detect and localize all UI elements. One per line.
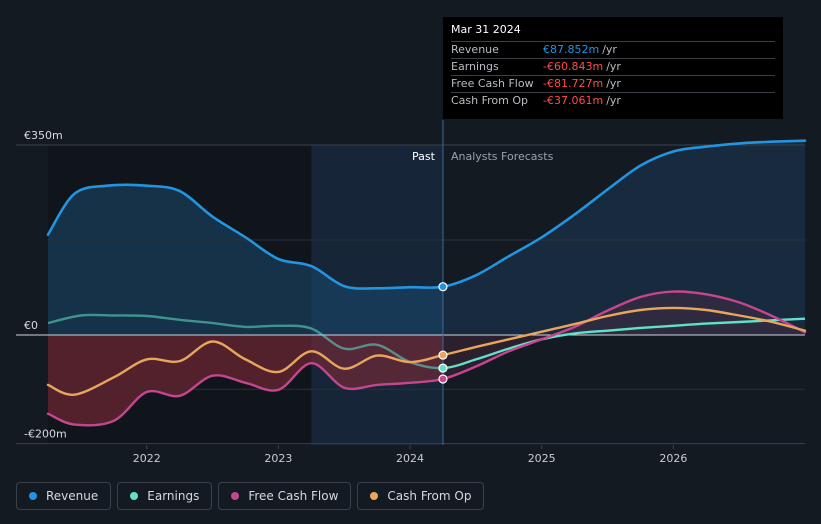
tooltip-unit: /yr	[606, 77, 621, 90]
earnings-line-past	[47, 313, 443, 370]
x-tick-label: 2024	[396, 452, 424, 465]
x-tick-label: 2023	[264, 452, 292, 465]
y-tick-label: €0	[24, 319, 38, 332]
cash-from-op-line	[46, 306, 807, 396]
x-tick-label: 2022	[133, 452, 161, 465]
tooltip-row-revenue: Revenue €87.852m /yr	[451, 41, 775, 58]
earnings-line-forecast	[442, 317, 806, 370]
y-tick-label: -€200m	[24, 428, 67, 441]
legend-label: Cash From Op	[387, 489, 472, 503]
chart-areas	[48, 140, 805, 426]
legend-dot-icon	[130, 492, 139, 500]
legend-dot-icon	[29, 492, 37, 500]
legend-label: Revenue	[46, 489, 99, 503]
tooltip: Mar 31 2024 Revenue €87.852m /yr Earning…	[443, 17, 783, 119]
legend-label: Free Cash Flow	[248, 489, 339, 503]
legend-item-cash-from-op[interactable]: Cash From Op	[357, 482, 485, 510]
revenue-area-forecast	[442, 140, 805, 335]
forecast-label: Analysts Forecasts	[451, 150, 554, 163]
chart-markers	[438, 282, 448, 384]
revenue-marker	[438, 282, 448, 292]
chart-grid	[16, 120, 805, 445]
tooltip-value: -€37.061m	[543, 94, 604, 107]
tooltip-unit: /yr	[606, 94, 621, 107]
tooltip-label: Free Cash Flow	[451, 77, 534, 90]
x-tick-label: 2025	[528, 452, 556, 465]
tooltip-label: Revenue	[451, 43, 499, 56]
tooltip-row-cash-from-op: Cash From Op -€37.061m /yr	[451, 92, 775, 109]
chart-lines	[46, 139, 807, 427]
tooltip-date: Mar 31 2024	[451, 23, 521, 36]
legend-item-revenue[interactable]: Revenue	[16, 482, 112, 510]
legend-dot-icon	[370, 492, 379, 500]
tooltip-unit: /yr	[602, 43, 617, 56]
chart: €350m €0 -€200m 2022 2023 2024 2025 2026 Past Ana…	[16, 120, 807, 465]
legend-item-earnings[interactable]: Earnings	[117, 482, 213, 510]
free-cash-flow-marker	[438, 374, 448, 384]
x-tick-label: 2026	[659, 452, 687, 465]
legend: Revenue Earnings Free Cash Flow Cash Fro…	[16, 482, 485, 510]
free-cash-flow-area-forecast	[442, 291, 805, 380]
legend-dot-icon	[231, 492, 240, 500]
tooltip-value: €87.852m	[543, 43, 600, 56]
tooltip-row-earnings: Earnings -€60.843m /yr	[451, 58, 775, 75]
cash-from-op-marker	[438, 350, 448, 360]
free-cash-flow-area-past	[48, 335, 443, 426]
tooltip-value: -€60.843m	[543, 60, 604, 73]
legend-item-free-cash-flow[interactable]: Free Cash Flow	[218, 482, 352, 510]
revenue-line	[46, 139, 807, 290]
tooltip-row-free-cash-flow: Free Cash Flow -€81.727m /yr	[451, 75, 775, 92]
tooltip-label: Cash From Op	[451, 94, 529, 107]
y-tick-label: €350m	[24, 129, 63, 142]
revenue-area-past	[48, 184, 443, 335]
chart-labels: €350m €0 -€200m 2022 2023 2024 2025 2026 Past Ana…	[24, 129, 687, 465]
free-cash-flow-line	[46, 290, 807, 427]
past-label: Past	[412, 150, 436, 163]
tooltip-unit: /yr	[606, 60, 621, 73]
earnings-marker	[438, 363, 448, 373]
legend-label: Earnings	[147, 489, 200, 503]
tooltip-label: Earnings	[451, 60, 499, 73]
tooltip-value: -€81.727m	[543, 77, 604, 90]
